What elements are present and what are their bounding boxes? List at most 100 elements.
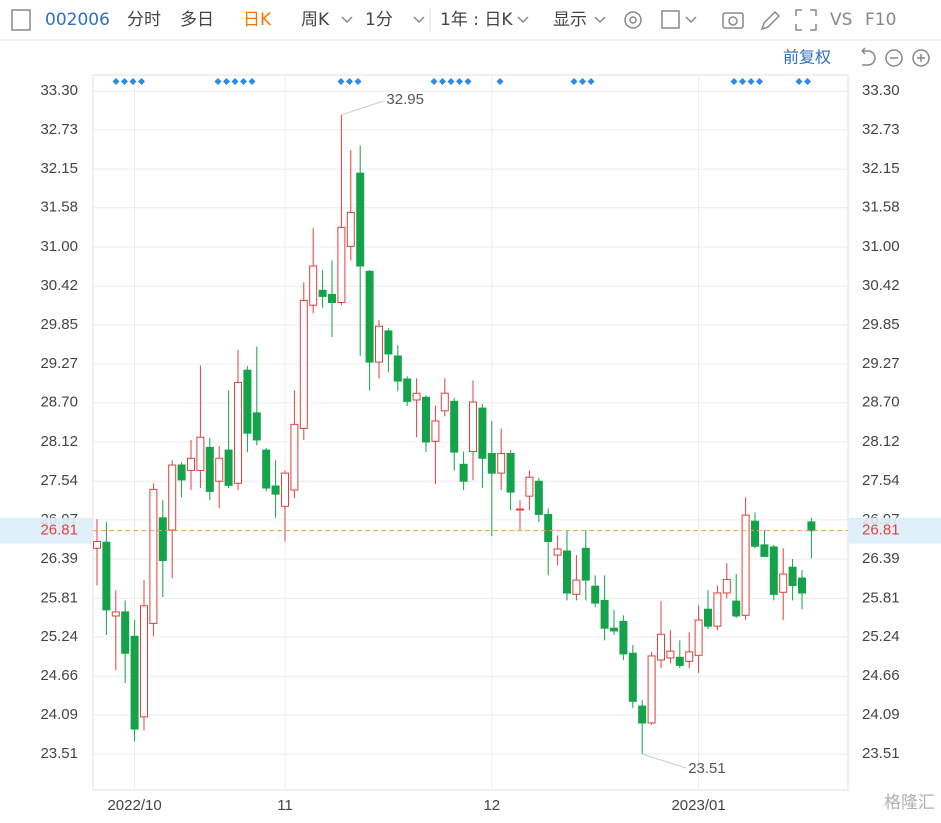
candle-body [121, 611, 130, 654]
y-tick-label: 24.66 [40, 667, 78, 684]
event-marker [248, 78, 256, 85]
candle-body [149, 488, 158, 624]
min-label: 23.51 [688, 760, 726, 777]
x-tick-label: 2022/10 [107, 797, 161, 814]
candle-body [215, 457, 224, 482]
chevron[interactable] [594, 16, 606, 24]
candle-body [234, 381, 242, 484]
undo-icon[interactable] [861, 47, 876, 66]
price-highlight [0, 517, 93, 544]
y-tick-label: 30.42 [40, 277, 78, 294]
event-marker [337, 78, 345, 85]
camera-icon[interactable] [722, 12, 744, 29]
candle-body [628, 652, 637, 702]
y-tick-label-right: 25.81 [862, 589, 900, 606]
f10-button[interactable]: F10 [865, 10, 896, 30]
candle-body [732, 600, 741, 617]
y-tick-label-right: 24.66 [862, 667, 900, 684]
candle-body [459, 463, 468, 482]
y-tick-label: 33.30 [40, 82, 78, 99]
candle-body [93, 541, 101, 549]
max-label: 32.95 [386, 91, 424, 108]
candle-body [675, 656, 684, 666]
candle-body [487, 452, 496, 474]
candle-body [788, 566, 797, 587]
candle-body [751, 520, 759, 547]
y-tick-label: 32.15 [40, 160, 78, 177]
zoom-in-sign [917, 54, 925, 62]
event-marker [439, 78, 446, 85]
y-tick-label-right: 32.15 [862, 160, 900, 177]
indicator-icon[interactable] [661, 10, 680, 29]
stock-code[interactable]: 002006 [45, 10, 110, 30]
tab[interactable]: 1年 : 日K [440, 10, 513, 30]
candle-body [581, 547, 590, 581]
candle-body [393, 355, 402, 382]
candle-body [563, 550, 571, 594]
y-tick-label-right: 31.00 [862, 238, 900, 255]
candle-body [384, 330, 393, 355]
zoom-out-icon[interactable] [885, 49, 903, 67]
event-marker [570, 78, 578, 85]
y-tick-label: 25.81 [40, 589, 78, 606]
max-leader [341, 100, 384, 116]
candle-body [600, 599, 609, 629]
camera-lens [728, 16, 738, 26]
candle-body [346, 211, 355, 247]
candle-body [657, 633, 665, 661]
tab[interactable]: 1分 [365, 10, 393, 30]
y-tick-label: 29.27 [40, 355, 78, 372]
settings-icon-core [629, 16, 637, 24]
tab-active[interactable]: 日K [243, 10, 272, 30]
tab[interactable]: 分时 [127, 10, 161, 30]
panel-icon[interactable] [11, 9, 31, 31]
current-price-label: 26.81 [40, 522, 78, 539]
candle-body [431, 420, 440, 442]
event-marker [804, 78, 811, 85]
tab[interactable]: 显示 [553, 10, 587, 30]
y-tick-label: 24.09 [40, 706, 78, 723]
tab[interactable]: 周K [301, 10, 330, 30]
candle-body [375, 325, 383, 363]
chevron[interactable] [517, 16, 529, 24]
vs-button[interactable]: VS [830, 10, 852, 30]
y-tick-label-right: 29.85 [862, 316, 900, 333]
event-marker [231, 78, 239, 85]
settings-icon[interactable] [624, 11, 642, 29]
zoom-in-icon[interactable] [912, 49, 930, 67]
x-tick-label: 12 [483, 797, 500, 814]
chevron[interactable] [413, 16, 425, 24]
event-marker [240, 78, 247, 85]
event-marker [430, 78, 438, 85]
candle-body [262, 449, 271, 489]
candle-body [356, 172, 365, 267]
chevron[interactable] [341, 16, 353, 24]
candle-body [553, 548, 562, 556]
y-tick-label-right: 24.09 [862, 706, 900, 723]
tab[interactable]: 多日 [180, 10, 214, 30]
candle-body [252, 412, 261, 441]
adjust-button[interactable]: 前复权 [783, 48, 831, 67]
y-tick-label-right: 28.12 [862, 433, 900, 450]
chevron[interactable] [685, 16, 697, 24]
candle-body [544, 513, 553, 543]
candle-body [619, 620, 628, 655]
candle-body [497, 452, 506, 474]
candle-body [318, 289, 327, 297]
x-tick-label: 2023/01 [671, 797, 725, 814]
candle-body [450, 400, 459, 453]
fullscreen-icon[interactable] [795, 9, 817, 31]
event-marker [112, 78, 120, 85]
toolbar: 002006 分时 多日 日K 周K 1分 1年 : 日K 显示 VS F10 … [0, 8, 941, 67]
y-tick-label-right: 26.39 [862, 550, 900, 567]
candle-body [102, 541, 111, 611]
pen-icon[interactable] [760, 10, 781, 31]
candle-body [365, 270, 374, 363]
y-tick-label-right: 29.27 [862, 355, 900, 372]
event-marker [756, 78, 763, 85]
candle-body [798, 577, 806, 594]
y-tick-label-right: 32.73 [862, 121, 900, 138]
event-marker [129, 78, 137, 85]
event-marker [138, 78, 145, 85]
